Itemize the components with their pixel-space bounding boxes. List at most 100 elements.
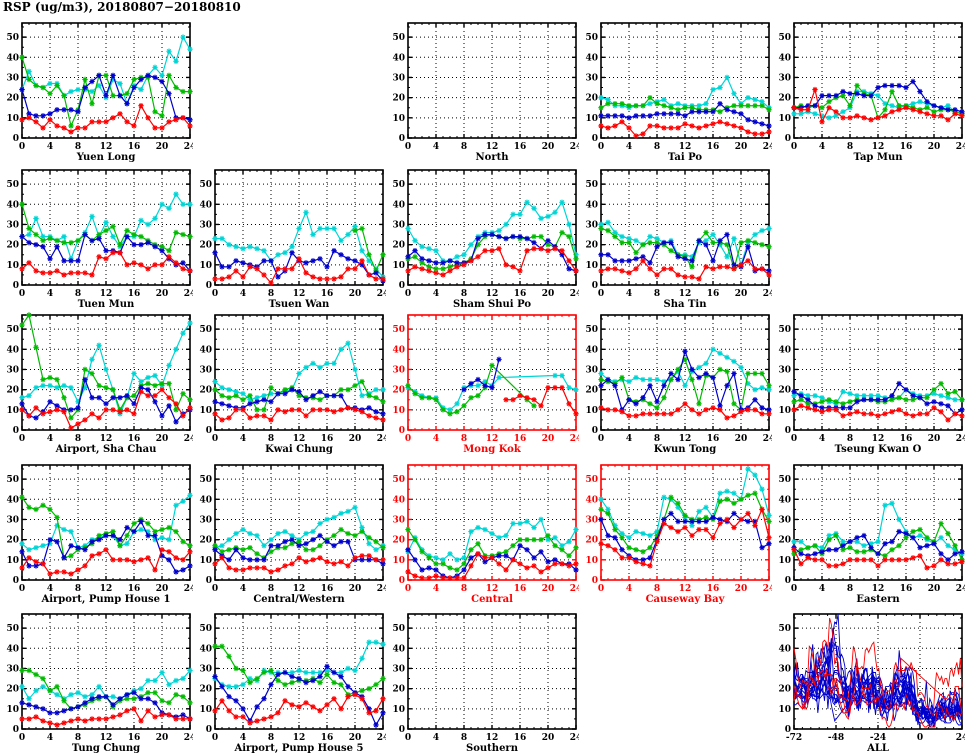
x-tick-label: 12 xyxy=(872,584,885,594)
x-tick-label: 16 xyxy=(321,584,334,594)
x-tick-label: 0 xyxy=(19,733,25,743)
x-tick-label: 24 xyxy=(377,584,386,594)
chart-label: Tung Chung xyxy=(72,743,140,753)
x-tick-label: 12 xyxy=(293,289,306,299)
chart-airport-pump-house-1: 0 10 20 30 40 50 0 4 8 12 16 20 24 Airport, Pump Hous… xyxy=(0,452,196,605)
axis: 0 10 20 30 40 50 0 4 8 12 16 20 24 xyxy=(778,314,965,444)
x-tick-label: 8 xyxy=(847,584,853,594)
chart-label: Kwun Tong xyxy=(654,444,717,454)
x-tick-label: 24 xyxy=(956,733,965,743)
chart-central: 0 10 20 30 40 50 0 4 8 12 16 20 24 Central xyxy=(386,452,582,605)
series-lines xyxy=(598,74,772,139)
y-tick-label: 30 xyxy=(778,365,791,375)
y-tick-label: 40 xyxy=(199,345,212,355)
all-stations-lines xyxy=(793,613,963,728)
chart-label: Kwai Chung xyxy=(265,444,333,454)
x-tick-label: 0 xyxy=(405,289,411,299)
y-tick-label: 0 xyxy=(399,281,405,291)
y-tick-label: 20 xyxy=(392,94,405,104)
y-tick-label: 20 xyxy=(585,536,598,546)
y-tick-label: 10 xyxy=(199,406,212,416)
y-tick-label: 40 xyxy=(199,200,212,210)
chart-label: Airport, Pump House 1 xyxy=(40,594,170,604)
x-tick-label: 20 xyxy=(542,434,555,444)
y-tick-label: 0 xyxy=(399,134,405,144)
x-tick-label: 8 xyxy=(75,142,81,152)
x-tick-label: 24 xyxy=(184,584,193,594)
y-tick-label: 10 xyxy=(585,114,598,124)
y-tick-label: 0 xyxy=(592,134,598,144)
y-tick-label: 50 xyxy=(585,180,598,190)
x-tick-label: 16 xyxy=(128,142,141,152)
series-lines xyxy=(598,466,772,569)
y-tick-label: 20 xyxy=(392,685,405,695)
chart-label: Sha Tin xyxy=(664,299,708,309)
chart-north: 0 10 20 30 40 50 0 4 8 12 16 20 24 North xyxy=(386,10,582,163)
y-tick-label: 0 xyxy=(13,134,19,144)
y-tick-label: 10 xyxy=(392,556,405,566)
y-tick-label: 50 xyxy=(199,624,212,634)
y-tick-label: 30 xyxy=(199,664,212,674)
x-tick-label: 12 xyxy=(293,584,306,594)
x-tick-label: 20 xyxy=(542,289,555,299)
y-tick-label: 10 xyxy=(778,556,791,566)
y-tick-label: 0 xyxy=(785,576,791,586)
chart-southern: 0 10 20 30 40 50 0 4 8 12 16 20 24 Southern xyxy=(386,601,582,754)
y-tick-label: 0 xyxy=(399,725,405,735)
x-tick-label: 8 xyxy=(461,142,467,152)
chart-label: Causeway Bay xyxy=(646,594,726,604)
series-lines xyxy=(791,78,965,125)
x-tick-label: 0 xyxy=(598,289,604,299)
chart-tai-po: 0 10 20 30 40 50 0 4 8 12 16 20 24 Tai Po xyxy=(579,10,775,163)
y-tick-label: 40 xyxy=(6,644,19,654)
y-tick-label: 40 xyxy=(585,53,598,63)
x-tick-label: 12 xyxy=(293,434,306,444)
x-tick-label: 12 xyxy=(486,434,499,444)
axis: 0 10 20 30 40 50 0 4 8 12 16 20 24 xyxy=(778,22,965,152)
y-tick-label: 0 xyxy=(399,426,405,436)
series-lines xyxy=(212,504,386,575)
y-tick-label: 20 xyxy=(199,386,212,396)
chart-tuen-mun: 0 10 20 30 40 50 0 4 8 12 16 20 24 Tuen Mun xyxy=(0,157,196,310)
y-tick-label: 20 xyxy=(778,536,791,546)
y-tick-label: 10 xyxy=(392,406,405,416)
axis: 0 10 20 30 40 50 0 4 8 12 16 20 24 xyxy=(6,464,196,594)
x-tick-label: 16 xyxy=(321,733,334,743)
x-tick-label: 0 xyxy=(598,434,604,444)
x-tick-label: 8 xyxy=(461,289,467,299)
chart-tsuen-wan: 0 10 20 30 40 50 0 4 8 12 16 20 24 Tsuen Wan xyxy=(193,157,389,310)
y-tick-label: 40 xyxy=(6,345,19,355)
axis: 0 10 20 30 40 50 0 4 8 12 16 20 24 xyxy=(199,169,389,299)
x-tick-label: 4 xyxy=(47,434,53,444)
x-tick-label: 20 xyxy=(156,733,169,743)
y-tick-label: 10 xyxy=(392,261,405,271)
x-tick-label: 20 xyxy=(928,142,941,152)
y-tick-label: 50 xyxy=(392,475,405,485)
chart-tung-chung: 0 10 20 30 40 50 0 4 8 12 16 20 24 Tung Chung xyxy=(0,601,196,754)
x-tick-label: 16 xyxy=(514,289,527,299)
chart-sha-tin: 0 10 20 30 40 50 0 4 8 12 16 20 24 Sha Tin xyxy=(579,157,775,310)
y-tick-label: 10 xyxy=(392,114,405,124)
y-tick-label: 10 xyxy=(199,261,212,271)
y-tick-label: 0 xyxy=(206,725,212,735)
y-tick-label: 0 xyxy=(206,426,212,436)
y-tick-label: 50 xyxy=(6,33,19,43)
y-tick-label: 20 xyxy=(392,241,405,251)
x-tick-label: 4 xyxy=(433,584,439,594)
x-tick-label: 4 xyxy=(819,142,825,152)
x-tick-label: 12 xyxy=(100,289,113,299)
x-tick-label: 8 xyxy=(75,434,81,444)
x-tick-label: 12 xyxy=(293,733,306,743)
x-tick-label: 20 xyxy=(542,733,555,743)
axis: 0 10 20 30 40 50 0 4 8 12 16 20 24 xyxy=(392,613,582,743)
series-lines xyxy=(405,516,579,581)
series-lines xyxy=(791,380,965,423)
x-tick-label: 0 xyxy=(917,733,923,743)
y-tick-label: 40 xyxy=(392,53,405,63)
x-tick-label: 8 xyxy=(654,289,660,299)
chart-yuen-long: 0 10 20 30 40 50 0 4 8 12 16 20 24 Yuen Long xyxy=(0,10,196,163)
x-tick-label: 16 xyxy=(514,434,527,444)
y-tick-label: 30 xyxy=(199,365,212,375)
y-tick-label: 40 xyxy=(585,495,598,505)
